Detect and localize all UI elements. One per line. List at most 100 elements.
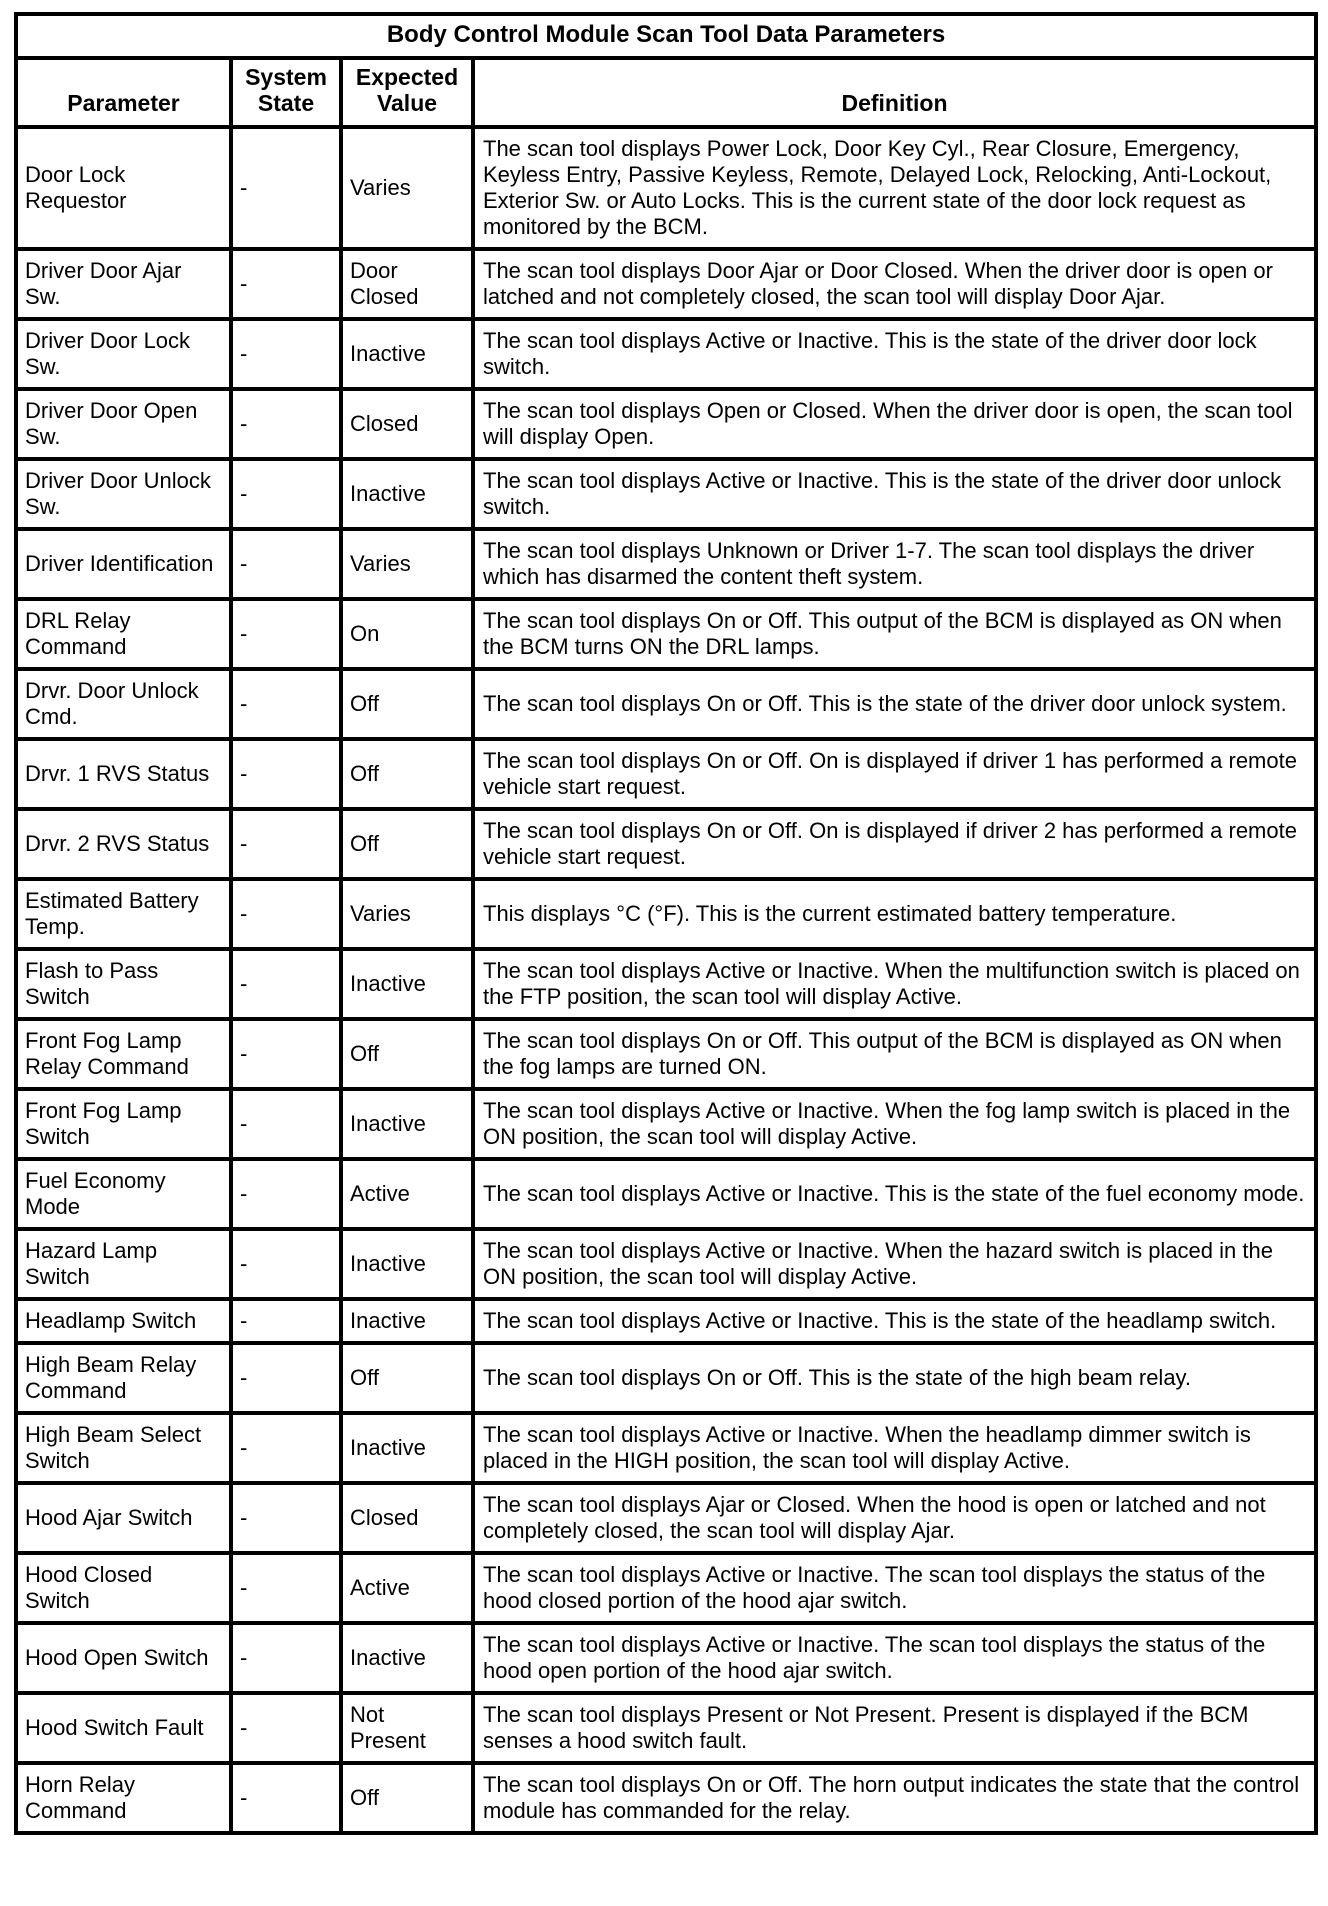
- parameter-cell: Driver Door Lock Sw.: [14, 317, 233, 391]
- system-state-cell: -: [229, 667, 343, 741]
- expected-value-cell: Door Closed: [339, 247, 475, 321]
- table-row: Driver Door Unlock Sw. - Inactive The sc…: [14, 457, 1319, 531]
- expected-value-cell: Varies: [339, 877, 475, 951]
- expected-value-cell: Inactive: [339, 317, 475, 391]
- table-row: Drvr. Door Unlock Cmd. - Off The scan to…: [14, 667, 1319, 741]
- definition-cell: The scan tool displays Active or Inactiv…: [470, 1297, 1319, 1345]
- column-header-definition: Definition: [470, 56, 1319, 129]
- system-state-cell: -: [229, 737, 343, 811]
- definition-cell: The scan tool displays Ajar or Closed. W…: [470, 1481, 1319, 1555]
- expected-value-cell: Off: [339, 1341, 475, 1415]
- table-row: Flash to Pass Switch - Inactive The scan…: [14, 947, 1319, 1021]
- table-row: Driver Identification - Varies The scan …: [14, 527, 1319, 601]
- definition-cell: The scan tool displays On or Off. This o…: [470, 1017, 1319, 1091]
- system-state-cell: -: [229, 1297, 343, 1345]
- system-state-cell: -: [229, 387, 343, 461]
- parameter-cell: Drvr. Door Unlock Cmd.: [14, 667, 233, 741]
- column-header-parameter: Parameter: [14, 56, 233, 129]
- table-row: Hood Ajar Switch - Closed The scan tool …: [14, 1481, 1319, 1555]
- definition-cell: The scan tool displays Active or Inactiv…: [470, 1087, 1319, 1161]
- definition-cell: The scan tool displays Present or Not Pr…: [470, 1691, 1319, 1765]
- parameter-cell: DRL Relay Command: [14, 597, 233, 671]
- expected-value-cell: Active: [339, 1551, 475, 1625]
- expected-value-cell: Active: [339, 1157, 475, 1231]
- parameter-cell: Hood Switch Fault: [14, 1691, 233, 1765]
- parameter-cell: Horn Relay Command: [14, 1761, 233, 1835]
- definition-cell: The scan tool displays On or Off. This i…: [470, 1341, 1319, 1415]
- table-row: Fuel Economy Mode - Active The scan tool…: [14, 1157, 1319, 1231]
- table-row: Drvr. 1 RVS Status - Off The scan tool d…: [14, 737, 1319, 811]
- system-state-cell: -: [229, 597, 343, 671]
- table-title: Body Control Module Scan Tool Data Param…: [13, 12, 1319, 60]
- expected-value-cell: Closed: [339, 1481, 475, 1555]
- system-state-cell: -: [229, 1621, 343, 1695]
- parameter-cell: Front Fog Lamp Switch: [14, 1087, 233, 1161]
- parameter-cell: High Beam Relay Command: [14, 1341, 233, 1415]
- parameter-cell: High Beam Select Switch: [14, 1411, 233, 1485]
- parameter-cell: Driver Door Ajar Sw.: [14, 247, 233, 321]
- expected-value-cell: Off: [339, 1017, 475, 1091]
- column-header-expected-value: Expected Value: [339, 56, 475, 129]
- definition-cell: The scan tool displays On or Off. This i…: [470, 667, 1319, 741]
- table-row: Front Fog Lamp Switch - Inactive The sca…: [14, 1087, 1319, 1161]
- system-state-cell: -: [229, 1227, 343, 1301]
- definition-cell: The scan tool displays Active or Inactiv…: [470, 1227, 1319, 1301]
- definition-cell: The scan tool displays Door Ajar or Door…: [470, 247, 1319, 321]
- system-state-cell: -: [229, 1551, 343, 1625]
- parameter-cell: Drvr. 1 RVS Status: [14, 737, 233, 811]
- system-state-cell: -: [229, 457, 343, 531]
- expected-value-cell: Not Present: [339, 1691, 475, 1765]
- table-row: Door Lock Requestor - Varies The scan to…: [14, 125, 1319, 251]
- expected-value-cell: Inactive: [339, 947, 475, 1021]
- expected-value-cell: Off: [339, 807, 475, 881]
- system-state-cell: -: [229, 1341, 343, 1415]
- table-row: Driver Door Open Sw. - Closed The scan t…: [14, 387, 1319, 461]
- expected-value-cell: Inactive: [339, 1621, 475, 1695]
- system-state-cell: -: [229, 1761, 343, 1835]
- parameter-cell: Front Fog Lamp Relay Command: [14, 1017, 233, 1091]
- table-row: High Beam Relay Command - Off The scan t…: [14, 1341, 1319, 1415]
- table-row: High Beam Select Switch - Inactive The s…: [14, 1411, 1319, 1485]
- definition-cell: The scan tool displays Active or Inactiv…: [470, 317, 1319, 391]
- system-state-cell: -: [229, 247, 343, 321]
- table-row: Hood Closed Switch - Active The scan too…: [14, 1551, 1319, 1625]
- bcm-scan-tool-data-table: Body Control Module Scan Tool Data Param…: [13, 12, 1319, 1835]
- definition-cell: The scan tool displays Active or Inactiv…: [470, 1621, 1319, 1695]
- definition-cell: The scan tool displays On or Off. This o…: [470, 597, 1319, 671]
- parameter-cell: Estimated Battery Temp.: [14, 877, 233, 951]
- parameter-cell: Door Lock Requestor: [14, 125, 233, 251]
- table-row: Headlamp Switch - Inactive The scan tool…: [14, 1297, 1319, 1345]
- column-header-system-state: System State: [229, 56, 343, 129]
- expected-value-cell: Inactive: [339, 1297, 475, 1345]
- table-row: Driver Door Lock Sw. - Inactive The scan…: [14, 317, 1319, 391]
- system-state-cell: -: [229, 1691, 343, 1765]
- system-state-cell: -: [229, 807, 343, 881]
- table-row: Estimated Battery Temp. - Varies This di…: [14, 877, 1319, 951]
- parameter-cell: Fuel Economy Mode: [14, 1157, 233, 1231]
- definition-cell: The scan tool displays On or Off. The ho…: [470, 1761, 1319, 1835]
- expected-value-cell: Varies: [339, 527, 475, 601]
- definition-cell: The scan tool displays Active or Inactiv…: [470, 457, 1319, 531]
- expected-value-cell: Off: [339, 737, 475, 811]
- parameter-cell: Drvr. 2 RVS Status: [14, 807, 233, 881]
- table-title-row: Body Control Module Scan Tool Data Param…: [13, 12, 1319, 60]
- definition-cell: The scan tool displays On or Off. On is …: [470, 737, 1319, 811]
- definition-cell: The scan tool displays Open or Closed. W…: [470, 387, 1319, 461]
- system-state-cell: -: [229, 125, 343, 251]
- table-row: Driver Door Ajar Sw. - Door Closed The s…: [14, 247, 1319, 321]
- parameter-cell: Hood Closed Switch: [14, 1551, 233, 1625]
- definition-cell: The scan tool displays Active or Inactiv…: [470, 1157, 1319, 1231]
- definition-cell: The scan tool displays Power Lock, Door …: [470, 125, 1319, 251]
- system-state-cell: -: [229, 947, 343, 1021]
- system-state-cell: -: [229, 527, 343, 601]
- system-state-cell: -: [229, 1157, 343, 1231]
- definition-cell: This displays °C (°F). This is the curre…: [470, 877, 1319, 951]
- parameter-cell: Headlamp Switch: [14, 1297, 233, 1345]
- definition-cell: The scan tool displays Active or Inactiv…: [470, 1551, 1319, 1625]
- definition-cell: The scan tool displays On or Off. On is …: [470, 807, 1319, 881]
- system-state-cell: -: [229, 1481, 343, 1555]
- table-row: Front Fog Lamp Relay Command - Off The s…: [14, 1017, 1319, 1091]
- table-row: Hood Switch Fault - Not Present The scan…: [14, 1691, 1319, 1765]
- system-state-cell: -: [229, 317, 343, 391]
- expected-value-cell: On: [339, 597, 475, 671]
